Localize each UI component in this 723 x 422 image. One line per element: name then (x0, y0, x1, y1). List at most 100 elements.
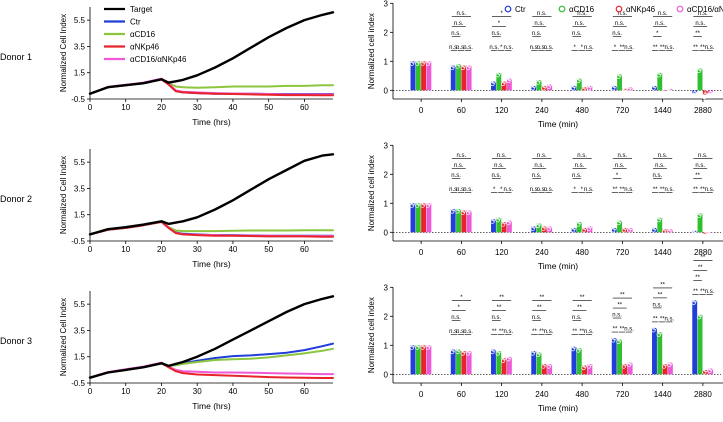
sig-label: * (581, 45, 584, 51)
x-tick-label: 60 (300, 245, 309, 254)
bar (531, 226, 537, 233)
replicate-point (696, 213, 702, 218)
sig-label: n.s. (698, 153, 708, 159)
replicate-point (652, 325, 657, 331)
replicate-point (415, 61, 420, 66)
replicate-point (420, 61, 425, 66)
replicate-point (411, 343, 416, 348)
y-axis-label: Normalized cell index (367, 297, 376, 373)
bar (531, 85, 537, 91)
replicate-point (578, 343, 583, 349)
bar (576, 348, 582, 375)
replicate-point (451, 347, 456, 352)
replicate-point (704, 229, 709, 234)
series-line (89, 220, 334, 237)
bar (541, 85, 547, 91)
replicate-point (691, 93, 696, 98)
sig-label: n.s. (451, 173, 461, 179)
replicate-point (456, 347, 461, 352)
bar (708, 232, 714, 233)
replicate-point (417, 198, 422, 204)
y-tick-label: 1.5 (74, 69, 86, 78)
sig-label: * (493, 187, 496, 193)
bar (491, 81, 496, 91)
sig-label: n.s. (544, 329, 554, 335)
replicate-point (412, 340, 417, 346)
replicate-point (576, 222, 581, 227)
replicate-point (468, 61, 473, 66)
sig-label: ** (658, 292, 663, 298)
y-tick-label: 3 (384, 141, 389, 150)
replicate-point (661, 90, 667, 95)
replicate-point (628, 85, 633, 90)
y-tick-label: -0.5 (71, 379, 85, 388)
line-chart-panel: -0.5 1.5 3.5 5.5 0 10 20 30 40 50 60 Time (hrs) Norm… (59, 5, 335, 127)
sig-label: n.s. (658, 153, 668, 159)
sig-label: n.s. (652, 173, 662, 179)
sig-label: * (500, 11, 503, 17)
replicate-point (693, 88, 699, 94)
replicate-point (490, 219, 495, 224)
sig-label: n.s. (575, 21, 585, 27)
replicate-point (696, 315, 702, 320)
y-tick-label: 3 (384, 283, 389, 292)
bar (531, 351, 537, 375)
sig-label: n.s. (618, 11, 628, 17)
replicate-point (457, 59, 463, 65)
replicate-point (543, 81, 548, 86)
bar (702, 369, 708, 375)
bar (662, 364, 668, 375)
replicate-point (663, 227, 668, 232)
sig-label: n.s. (503, 329, 513, 335)
bar (415, 203, 421, 233)
replicate-point (589, 359, 594, 364)
replicate-point (617, 218, 622, 223)
x-tick-label: 50 (264, 103, 273, 112)
replicate-point (465, 65, 471, 71)
replicate-point (576, 78, 581, 84)
donor-label: Donor 2 (0, 194, 32, 204)
y-tick-label: -0.5 (71, 95, 85, 104)
replicate-point (691, 231, 696, 236)
x-tick-label: 240 (535, 106, 549, 115)
bar (456, 349, 461, 375)
replicate-point (621, 228, 626, 233)
replicate-point (570, 86, 576, 91)
y-axis-label: Normalized cell index (367, 13, 376, 89)
x-tick-label: 60 (300, 103, 309, 112)
replicate-point (659, 68, 664, 73)
replicate-point (455, 64, 460, 69)
replicate-point (657, 330, 663, 335)
x-tick-label: 30 (193, 103, 202, 112)
replicate-point (500, 358, 506, 363)
bar (657, 217, 663, 233)
replicate-point (626, 87, 632, 92)
replicate-point (659, 327, 664, 333)
sig-label: n.s. (530, 45, 540, 51)
replicate-point (617, 337, 622, 342)
replicate-point (656, 73, 661, 78)
replicate-point (491, 217, 496, 222)
sig-label: * (500, 45, 503, 51)
replicate-point (617, 72, 622, 77)
sig-label: n.s. (491, 31, 501, 37)
replicate-point (452, 204, 457, 209)
bar (622, 364, 628, 375)
bar (587, 364, 593, 375)
replicate-point (618, 69, 624, 75)
replicate-point (507, 218, 512, 223)
sig-label: n.s. (664, 187, 674, 193)
replicate-point (547, 224, 552, 229)
replicate-point (573, 342, 578, 347)
sig-label: ** (580, 295, 585, 301)
sig-label: ** (701, 255, 706, 261)
x-tick-label: 60 (457, 248, 466, 257)
replicate-point (461, 208, 467, 213)
bar (410, 345, 416, 375)
replicate-point (622, 225, 628, 231)
replicate-point (708, 366, 713, 371)
x-tick-label: 120 (495, 390, 509, 399)
bar (667, 362, 673, 375)
legend-marker (615, 5, 623, 13)
